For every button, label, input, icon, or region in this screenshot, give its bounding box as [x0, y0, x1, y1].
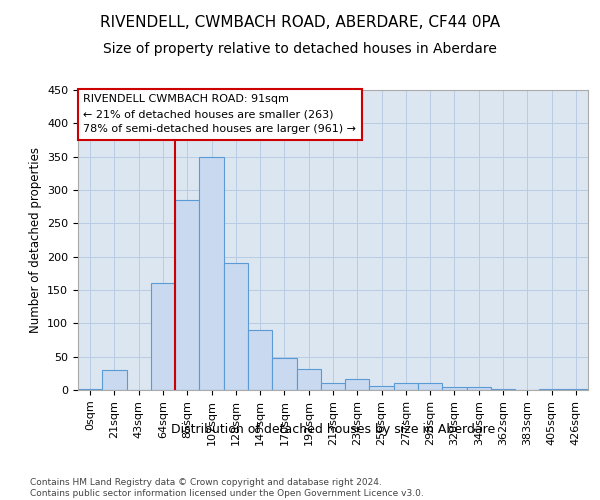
Bar — [102, 370, 127, 390]
Bar — [248, 330, 272, 390]
Bar — [151, 284, 175, 390]
Bar — [272, 358, 296, 390]
Text: Distribution of detached houses by size in Aberdare: Distribution of detached houses by size … — [171, 422, 495, 436]
Text: Contains HM Land Registry data © Crown copyright and database right 2024.
Contai: Contains HM Land Registry data © Crown c… — [30, 478, 424, 498]
Text: RIVENDELL CWMBACH ROAD: 91sqm
← 21% of detached houses are smaller (263)
78% of : RIVENDELL CWMBACH ROAD: 91sqm ← 21% of d… — [83, 94, 356, 134]
Y-axis label: Number of detached properties: Number of detached properties — [29, 147, 41, 333]
Bar — [394, 384, 418, 390]
Bar — [564, 388, 588, 390]
Bar — [539, 388, 564, 390]
Bar — [199, 156, 224, 390]
Bar — [345, 378, 370, 390]
Text: RIVENDELL, CWMBACH ROAD, ABERDARE, CF44 0PA: RIVENDELL, CWMBACH ROAD, ABERDARE, CF44 … — [100, 15, 500, 30]
Bar — [467, 386, 491, 390]
Bar — [296, 368, 321, 390]
Bar — [418, 384, 442, 390]
Bar — [224, 264, 248, 390]
Bar — [78, 388, 102, 390]
Bar — [370, 386, 394, 390]
Bar — [321, 384, 345, 390]
Bar — [491, 388, 515, 390]
Bar — [442, 386, 467, 390]
Text: Size of property relative to detached houses in Aberdare: Size of property relative to detached ho… — [103, 42, 497, 56]
Bar — [175, 200, 199, 390]
